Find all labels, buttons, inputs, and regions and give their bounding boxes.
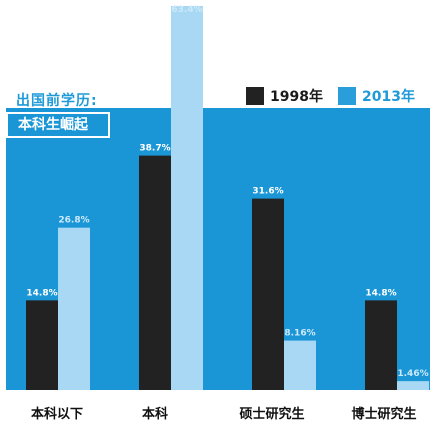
x-tick-labels-group: 本科以下 本科 硕士研究生 博士研究生 xyxy=(31,406,417,422)
bar-2013-1 xyxy=(171,6,203,390)
data-label-1998-1: 38.7% xyxy=(139,144,170,154)
legend-label-1998: 1998年 xyxy=(270,89,323,105)
data-label-2013-2: 8.16% xyxy=(284,329,315,339)
data-label-1998-3: 14.8% xyxy=(365,288,396,298)
data-label-2013-3: 1.46% xyxy=(397,369,428,379)
bar-2013-0 xyxy=(58,227,90,390)
chart-title: 出国前学历: xyxy=(16,93,98,109)
legend-item-1998: 1998年 xyxy=(246,86,323,106)
chart-subtitle: 本科生崛起 xyxy=(6,112,110,138)
x-tick-label-1: 本科 xyxy=(142,406,168,422)
legend-swatch-2013 xyxy=(338,87,356,105)
data-label-2013-1: 63.4% xyxy=(171,5,202,15)
bar-2013-2 xyxy=(284,340,316,390)
legend-item-2013: 2013年 xyxy=(338,86,415,106)
legend-label-2013: 2013年 xyxy=(362,89,415,105)
bar-1998-3 xyxy=(365,300,397,390)
data-label-2013-0: 26.8% xyxy=(58,216,89,226)
x-tick-label-3: 博士研究生 xyxy=(351,406,416,422)
bar-1998-0 xyxy=(26,300,58,390)
data-labels-group: 14.8% 38.7% 31.6% 14.8% 26.8% 63.4% 8.16% 1.46% xyxy=(26,5,428,379)
x-tick-label-2: 硕士研究生 xyxy=(239,406,304,422)
data-label-1998-2: 31.6% xyxy=(252,187,283,197)
bars-group xyxy=(26,6,429,390)
legend-swatch-1998 xyxy=(246,87,264,105)
data-label-1998-0: 14.8% xyxy=(26,288,57,298)
bar-2013-3 xyxy=(397,381,429,390)
x-tick-label-0: 本科以下 xyxy=(31,406,83,422)
bar-1998-2 xyxy=(252,198,284,390)
bar-1998-1 xyxy=(139,155,171,390)
